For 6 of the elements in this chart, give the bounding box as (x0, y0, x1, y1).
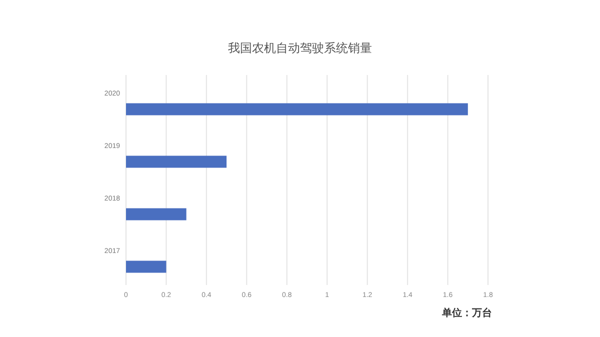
bar (126, 103, 468, 116)
chart-title: 我国农机自动驾驶系统销量 (228, 41, 372, 55)
bar (126, 208, 186, 220)
text: 单位：万台 (441, 307, 492, 319)
bar (126, 156, 227, 168)
bar (126, 260, 166, 273)
